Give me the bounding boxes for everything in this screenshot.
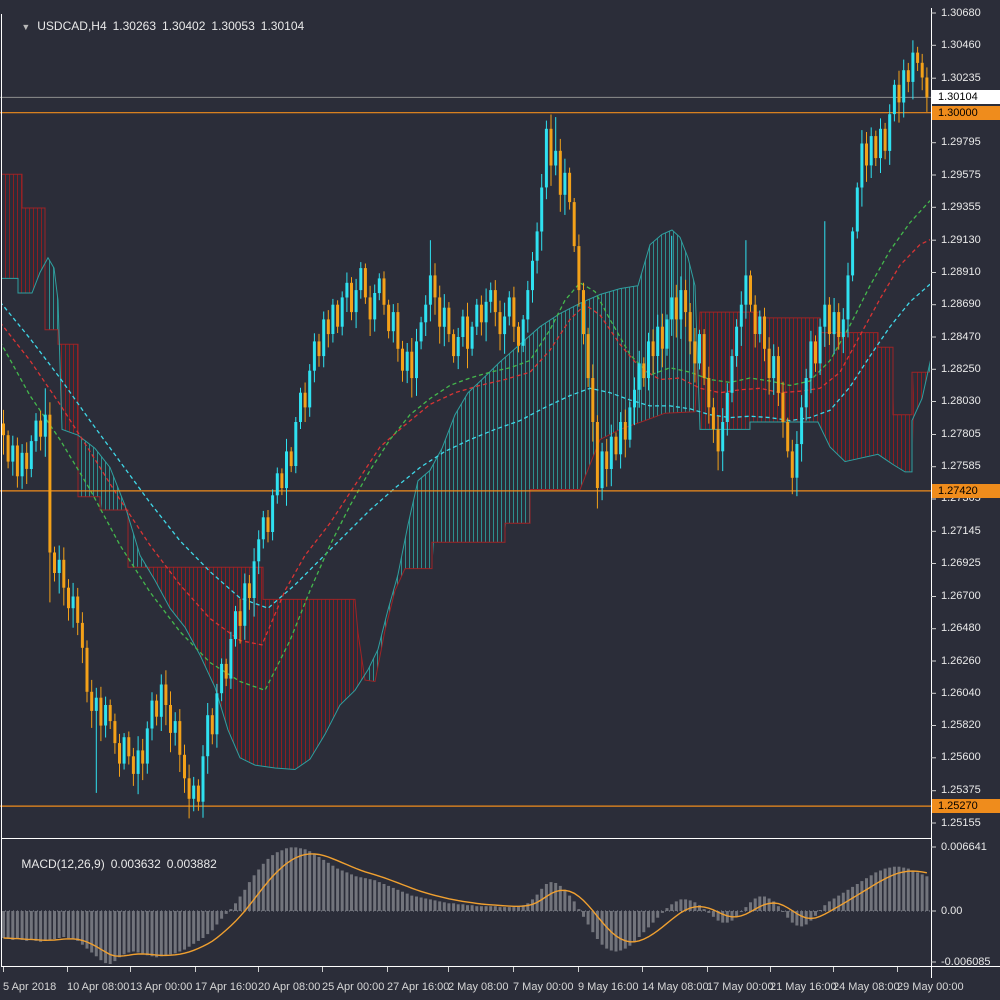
ohlc-low: 1.30053 (211, 19, 255, 33)
price-tick-label: 1.25375 (941, 784, 981, 796)
chart-title: ▼ USDCAD,H4 1.30263 1.30402 1.30053 1.30104 (8, 5, 310, 47)
macd-axis-label: -0.006085 (941, 956, 991, 968)
price-tick-label: 1.26700 (941, 590, 981, 602)
macd-axis-label: 0.00 (941, 905, 963, 917)
macd-signal-line (3, 853, 928, 957)
symbol-period-label: USDCAD,H4 (37, 19, 107, 33)
axis-tick-marks (3, 12, 936, 972)
price-tick-label: 1.29130 (941, 234, 981, 246)
price-tick-label: 1.27585 (941, 460, 981, 472)
candles-layer (2, 40, 929, 819)
macd-pane (1, 847, 931, 964)
date-tick-label: 10 Apr 08:00 (67, 981, 130, 993)
date-tick-label: 25 Apr 00:00 (322, 981, 385, 993)
price-tick-label: 1.28030 (941, 395, 981, 407)
date-tick-label: 17 Apr 16:00 (195, 981, 258, 993)
price-tick-label: 1.28690 (941, 298, 981, 310)
price-tick-label: 1.30680 (941, 7, 981, 19)
price-tick-label: 1.25600 (941, 751, 981, 763)
price-tick-label: 1.26040 (941, 687, 981, 699)
macd-signal-value: 0.003882 (166, 857, 217, 871)
date-tick-label: 29 May 00:00 (897, 981, 964, 993)
price-tick-label: 1.29795 (941, 136, 981, 148)
date-tick-label: 2 May 08:00 (448, 981, 509, 993)
ohlc-open: 1.30263 (112, 19, 157, 33)
macd-axis-label: 0.006641 (941, 841, 987, 853)
pane-borders (1, 8, 1000, 978)
price-level-lines[interactable] (0, 96, 931, 807)
symbol-dropdown-icon[interactable]: ▼ (21, 22, 31, 32)
date-tick-label: 7 May 00:00 (513, 981, 574, 993)
date-tick-label: 21 May 16:00 (770, 981, 837, 993)
price-tick-label: 1.30460 (941, 39, 981, 51)
macd-indicator-label: MACD(12,26,9) 0.003632 0.003882 (8, 843, 223, 885)
price-tick-label: 1.29575 (941, 169, 981, 181)
date-tick-label: 9 May 16:00 (578, 981, 639, 993)
price-tick-label: 1.26925 (941, 557, 981, 569)
date-tick-label: 13 Apr 00:00 (130, 981, 193, 993)
macd-name: MACD(12,26,9) (21, 857, 105, 871)
dashed-ma-lines (1, 200, 930, 692)
price-level-label[interactable]: 1.27420 (932, 484, 1000, 498)
price-tick-label: 1.29355 (941, 201, 981, 213)
price-tick-label: 1.26260 (941, 655, 981, 667)
ohlc-close: 1.30104 (260, 19, 305, 33)
price-tick-label: 1.25155 (941, 817, 981, 829)
price-tick-label: 1.28470 (941, 331, 981, 343)
date-tick-label: 14 May 08:00 (642, 981, 709, 993)
price-level-label[interactable]: 1.30000 (932, 106, 1000, 120)
price-tick-label: 1.27805 (941, 428, 981, 440)
price-tick-label: 1.28910 (941, 266, 981, 278)
date-tick-label: 20 Apr 08:00 (258, 981, 321, 993)
price-tick-label: 1.30235 (941, 72, 981, 84)
macd-main-value: 0.003632 (110, 857, 161, 871)
current-price-label: 1.30104 (932, 90, 1000, 104)
price-tick-label: 1.27145 (941, 525, 981, 537)
date-tick-label: 17 May 00:00 (707, 981, 774, 993)
price-tick-label: 1.26480 (941, 622, 981, 634)
ohlc-high: 1.30402 (162, 19, 206, 33)
ichimoku-cloud (1, 173, 930, 771)
date-tick-label: 24 May 08:00 (833, 981, 900, 993)
price-tick-label: 1.25820 (941, 719, 981, 731)
price-level-label[interactable]: 1.25270 (932, 799, 1000, 813)
date-tick-label: 5 Apr 2018 (3, 981, 57, 993)
price-tick-label: 1.28250 (941, 363, 981, 375)
date-tick-label: 27 Apr 16:00 (387, 981, 450, 993)
